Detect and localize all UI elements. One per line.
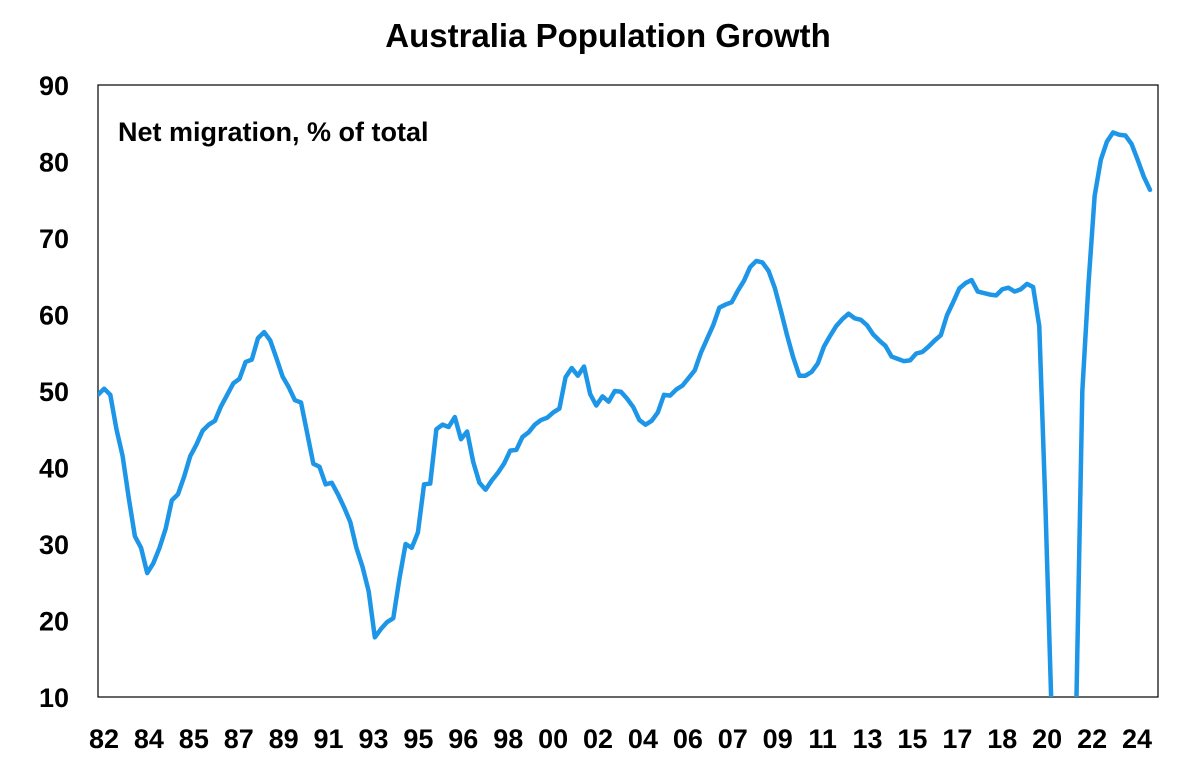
y-tick-label: 60 xyxy=(39,301,69,331)
x-tick-label: 24 xyxy=(1122,724,1152,754)
x-tick-label: 06 xyxy=(673,724,703,754)
x-tick-label: 17 xyxy=(942,724,972,754)
x-tick-label: 95 xyxy=(403,724,433,754)
chart-title: Australia Population Growth xyxy=(385,17,831,54)
x-tick-label: 93 xyxy=(358,724,388,754)
y-tick-label: 70 xyxy=(39,224,69,254)
x-tick-label: 98 xyxy=(493,724,523,754)
x-tick-label: 84 xyxy=(134,724,164,754)
y-tick-label: 50 xyxy=(39,377,69,407)
x-tick-label: 13 xyxy=(852,724,882,754)
series-line-net-migration xyxy=(98,130,1153,697)
x-tick-label: 18 xyxy=(987,724,1017,754)
x-tick-label: 02 xyxy=(583,724,613,754)
x-tick-label: 00 xyxy=(538,724,568,754)
chart-annotation: Net migration, % of total xyxy=(118,117,429,147)
y-tick-label: 30 xyxy=(39,530,69,560)
x-tick-label: 85 xyxy=(179,724,209,754)
y-tick-label: 90 xyxy=(39,71,69,101)
x-tick-label: 91 xyxy=(314,724,344,754)
plot-area-border xyxy=(97,84,1159,698)
y-axis: 10 20 30 40 50 60 70 80 90 xyxy=(39,71,69,713)
x-tick-label: 07 xyxy=(718,724,748,754)
x-tick-label: 11 xyxy=(808,724,837,754)
y-tick-label: 20 xyxy=(39,607,69,637)
x-tick-label: 87 xyxy=(224,724,254,754)
x-tick-label: 89 xyxy=(269,724,299,754)
y-tick-label: 10 xyxy=(39,683,69,713)
x-tick-label: 20 xyxy=(1032,724,1062,754)
x-tick-label: 04 xyxy=(628,724,658,754)
x-tick-label: 15 xyxy=(897,724,927,754)
y-tick-label: 80 xyxy=(39,148,69,178)
x-tick-label: 09 xyxy=(763,724,793,754)
x-axis: 82 84 85 87 89 91 93 95 96 98 00 02 04 06 07 09 11 13 15 17… xyxy=(89,724,1152,754)
x-tick-label: 82 xyxy=(89,724,119,754)
x-tick-label: 22 xyxy=(1077,724,1107,754)
y-tick-label: 40 xyxy=(39,454,69,484)
x-tick-label: 96 xyxy=(448,724,478,754)
